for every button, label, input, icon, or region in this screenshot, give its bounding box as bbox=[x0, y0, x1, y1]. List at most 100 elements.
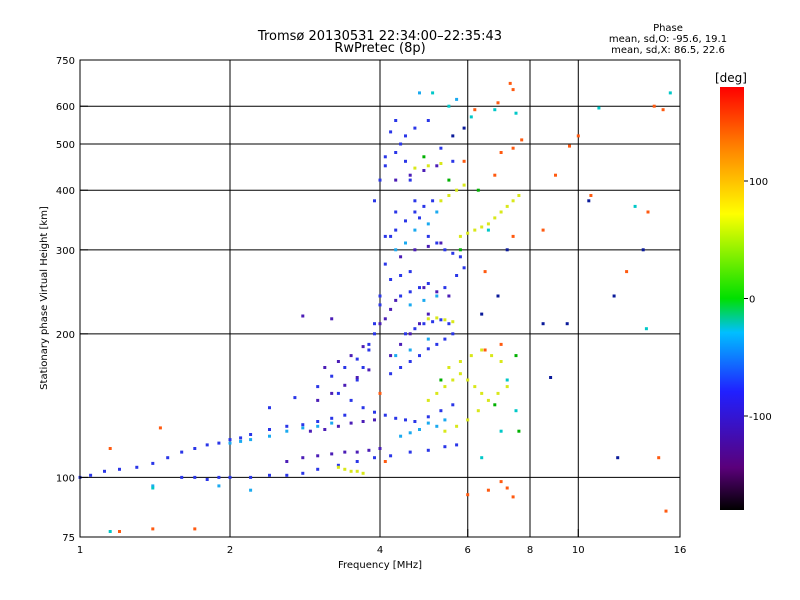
data-point bbox=[378, 178, 382, 182]
data-point bbox=[439, 146, 443, 150]
data-point bbox=[378, 391, 382, 395]
colorbar bbox=[720, 87, 744, 510]
data-point bbox=[343, 413, 347, 417]
data-point bbox=[373, 199, 376, 203]
data-point bbox=[476, 409, 480, 413]
data-point bbox=[451, 320, 455, 324]
data-point bbox=[343, 450, 347, 454]
chart-subtitle: RwPretec (8p) bbox=[334, 41, 425, 56]
data-point bbox=[389, 372, 393, 376]
data-point bbox=[361, 366, 365, 369]
data-point bbox=[426, 234, 430, 238]
data-point bbox=[426, 317, 430, 321]
data-point bbox=[451, 251, 455, 255]
data-point bbox=[408, 290, 412, 294]
data-point bbox=[431, 320, 435, 324]
data-point bbox=[394, 354, 398, 358]
data-point bbox=[394, 228, 398, 232]
data-point bbox=[343, 366, 347, 369]
data-point bbox=[301, 423, 305, 427]
data-point bbox=[399, 366, 403, 369]
data-point bbox=[641, 248, 645, 252]
x-axis-label: Frequency [MHz] bbox=[338, 560, 422, 571]
data-point bbox=[422, 169, 426, 172]
data-point bbox=[493, 403, 497, 407]
data-point bbox=[443, 286, 447, 290]
data-point bbox=[349, 354, 353, 358]
data-point bbox=[493, 216, 497, 220]
data-point bbox=[383, 234, 387, 238]
data-point bbox=[426, 119, 430, 122]
data-point bbox=[135, 465, 139, 469]
data-point bbox=[404, 241, 407, 245]
data-point bbox=[451, 159, 455, 163]
data-point bbox=[576, 134, 580, 138]
data-point bbox=[426, 282, 430, 285]
data-point bbox=[480, 456, 484, 460]
data-point bbox=[490, 354, 494, 358]
data-point bbox=[373, 322, 376, 326]
data-point bbox=[439, 162, 443, 165]
data-point bbox=[480, 225, 484, 229]
data-point bbox=[383, 460, 387, 463]
data-point bbox=[408, 178, 412, 182]
data-point bbox=[458, 360, 462, 363]
data-point bbox=[404, 332, 407, 336]
data-point bbox=[469, 354, 473, 358]
data-point bbox=[422, 204, 426, 208]
colorbar-ticks: 100 0 -100 bbox=[744, 177, 772, 423]
phase-stats-o: mean, sd,O: -95.6, 19.1 bbox=[609, 34, 727, 45]
data-point bbox=[422, 322, 426, 326]
y-tick-label: 300 bbox=[56, 246, 75, 257]
data-point bbox=[330, 317, 334, 321]
x-tick-label: 10 bbox=[572, 545, 585, 556]
data-point bbox=[462, 159, 466, 163]
data-point bbox=[466, 378, 470, 382]
data-point bbox=[426, 448, 430, 452]
data-point bbox=[439, 241, 443, 245]
data-point bbox=[205, 443, 209, 447]
data-point bbox=[239, 439, 243, 443]
data-point bbox=[664, 509, 668, 513]
data-point bbox=[361, 420, 365, 423]
data-point bbox=[151, 484, 155, 488]
data-point bbox=[151, 486, 155, 490]
data-point bbox=[541, 322, 545, 326]
data-point bbox=[443, 445, 447, 449]
data-point bbox=[549, 376, 553, 379]
data-point bbox=[483, 270, 487, 274]
data-point bbox=[378, 447, 382, 450]
data-point bbox=[455, 443, 459, 447]
data-point bbox=[316, 467, 320, 471]
data-point bbox=[422, 286, 426, 290]
data-point bbox=[355, 376, 359, 379]
data-point bbox=[268, 434, 271, 438]
data-point bbox=[473, 385, 477, 389]
data-point bbox=[323, 366, 327, 369]
data-point bbox=[483, 348, 487, 352]
y-axis: 75 100 200 300 400 500 600 750 bbox=[56, 56, 88, 544]
data-point bbox=[458, 255, 462, 259]
data-point bbox=[554, 173, 557, 177]
data-point bbox=[330, 421, 334, 425]
data-point bbox=[413, 420, 417, 423]
data-point bbox=[435, 210, 439, 214]
data-point bbox=[228, 475, 232, 479]
data-point bbox=[349, 421, 353, 425]
data-point bbox=[239, 436, 243, 440]
data-point bbox=[413, 248, 417, 252]
data-point bbox=[361, 471, 365, 475]
data-point bbox=[426, 312, 430, 316]
data-point bbox=[612, 294, 616, 298]
data-point bbox=[330, 452, 334, 456]
data-point bbox=[455, 97, 459, 101]
data-point bbox=[473, 108, 477, 112]
data-point bbox=[418, 286, 421, 290]
data-point bbox=[486, 398, 490, 402]
data-point bbox=[426, 415, 430, 419]
data-point bbox=[511, 234, 515, 238]
data-point bbox=[435, 164, 439, 168]
data-point bbox=[118, 467, 121, 471]
data-point bbox=[268, 428, 271, 431]
